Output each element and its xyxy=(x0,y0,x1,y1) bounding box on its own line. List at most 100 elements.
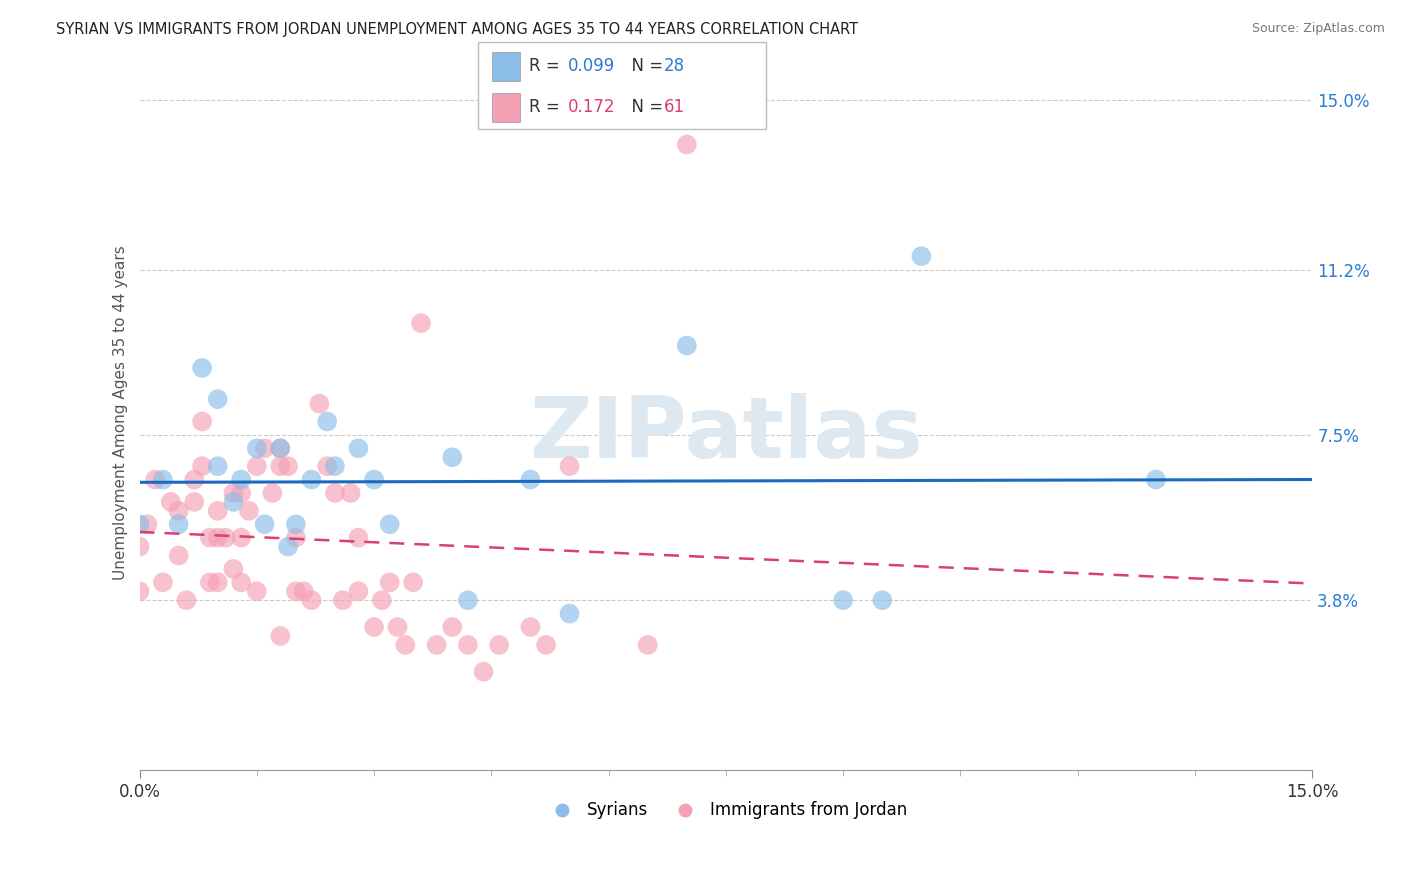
Point xyxy=(269,442,291,456)
Point xyxy=(167,517,190,532)
Point xyxy=(332,593,354,607)
Point xyxy=(441,620,464,634)
Text: 61: 61 xyxy=(664,98,685,117)
Point xyxy=(387,620,409,634)
Point xyxy=(231,473,253,487)
Point xyxy=(457,593,479,607)
Point xyxy=(308,397,330,411)
Text: 0.099: 0.099 xyxy=(568,57,616,76)
Text: 0.172: 0.172 xyxy=(568,98,616,117)
Point xyxy=(558,607,581,621)
Point xyxy=(441,450,464,465)
Point xyxy=(284,517,307,532)
Point xyxy=(316,459,339,474)
Point xyxy=(183,495,205,509)
Point xyxy=(488,638,510,652)
Point xyxy=(675,338,697,352)
Point xyxy=(409,316,432,330)
Point xyxy=(426,638,449,652)
Point xyxy=(246,459,269,474)
Point xyxy=(128,540,150,554)
Point xyxy=(675,137,697,152)
Point xyxy=(207,392,229,406)
Point xyxy=(378,575,401,590)
Y-axis label: Unemployment Among Ages 35 to 44 years: Unemployment Among Ages 35 to 44 years xyxy=(114,245,128,580)
Point xyxy=(394,638,416,652)
Text: 28: 28 xyxy=(664,57,685,76)
Point xyxy=(378,517,401,532)
Point xyxy=(222,486,245,500)
Point xyxy=(231,531,253,545)
Point xyxy=(207,575,229,590)
Point xyxy=(284,531,307,545)
Point xyxy=(207,504,229,518)
Point xyxy=(347,531,370,545)
Text: Source: ZipAtlas.com: Source: ZipAtlas.com xyxy=(1251,22,1385,36)
Point xyxy=(152,473,174,487)
Point xyxy=(269,442,291,456)
Point xyxy=(167,549,190,563)
Point xyxy=(558,459,581,474)
Point xyxy=(128,584,150,599)
Point xyxy=(159,495,181,509)
Point xyxy=(277,459,299,474)
Text: SYRIAN VS IMMIGRANTS FROM JORDAN UNEMPLOYMENT AMONG AGES 35 TO 44 YEARS CORRELAT: SYRIAN VS IMMIGRANTS FROM JORDAN UNEMPLO… xyxy=(56,22,859,37)
Point xyxy=(872,593,894,607)
Point xyxy=(277,540,299,554)
Point xyxy=(323,459,346,474)
Point xyxy=(1144,473,1167,487)
Point xyxy=(262,486,284,500)
Point xyxy=(176,593,198,607)
Point xyxy=(323,486,346,500)
Point xyxy=(301,593,323,607)
Point xyxy=(316,415,339,429)
Point xyxy=(301,473,323,487)
Legend: Syrians, Immigrants from Jordan: Syrians, Immigrants from Jordan xyxy=(538,795,914,826)
Point xyxy=(207,459,229,474)
Point xyxy=(284,584,307,599)
Text: ZIPatlas: ZIPatlas xyxy=(529,392,922,475)
Point xyxy=(363,473,385,487)
Point xyxy=(253,517,276,532)
Point xyxy=(191,360,214,375)
Point xyxy=(339,486,361,500)
Text: R =: R = xyxy=(529,57,565,76)
Point xyxy=(363,620,385,634)
Point xyxy=(347,442,370,456)
Point xyxy=(637,638,659,652)
Point xyxy=(198,575,221,590)
Point xyxy=(191,415,214,429)
Point xyxy=(832,593,855,607)
Point xyxy=(231,486,253,500)
Point xyxy=(143,473,166,487)
Point xyxy=(152,575,174,590)
Point xyxy=(198,531,221,545)
Point xyxy=(231,575,253,590)
Text: R =: R = xyxy=(529,98,565,117)
Point xyxy=(371,593,394,607)
Point xyxy=(246,442,269,456)
Text: N =: N = xyxy=(621,98,669,117)
Point xyxy=(472,665,495,679)
Point xyxy=(269,629,291,643)
Point xyxy=(347,584,370,599)
Point xyxy=(910,249,932,263)
Point xyxy=(136,517,159,532)
Point xyxy=(519,620,541,634)
Point xyxy=(246,584,269,599)
Point xyxy=(183,473,205,487)
Point xyxy=(222,562,245,576)
Point xyxy=(214,531,236,545)
Point xyxy=(207,531,229,545)
Point xyxy=(222,495,245,509)
Point xyxy=(402,575,425,590)
Point xyxy=(253,442,276,456)
Point xyxy=(128,517,150,532)
Point xyxy=(191,459,214,474)
Point xyxy=(238,504,260,518)
Text: N =: N = xyxy=(621,57,669,76)
Point xyxy=(457,638,479,652)
Point xyxy=(519,473,541,487)
Point xyxy=(167,504,190,518)
Point xyxy=(269,459,291,474)
